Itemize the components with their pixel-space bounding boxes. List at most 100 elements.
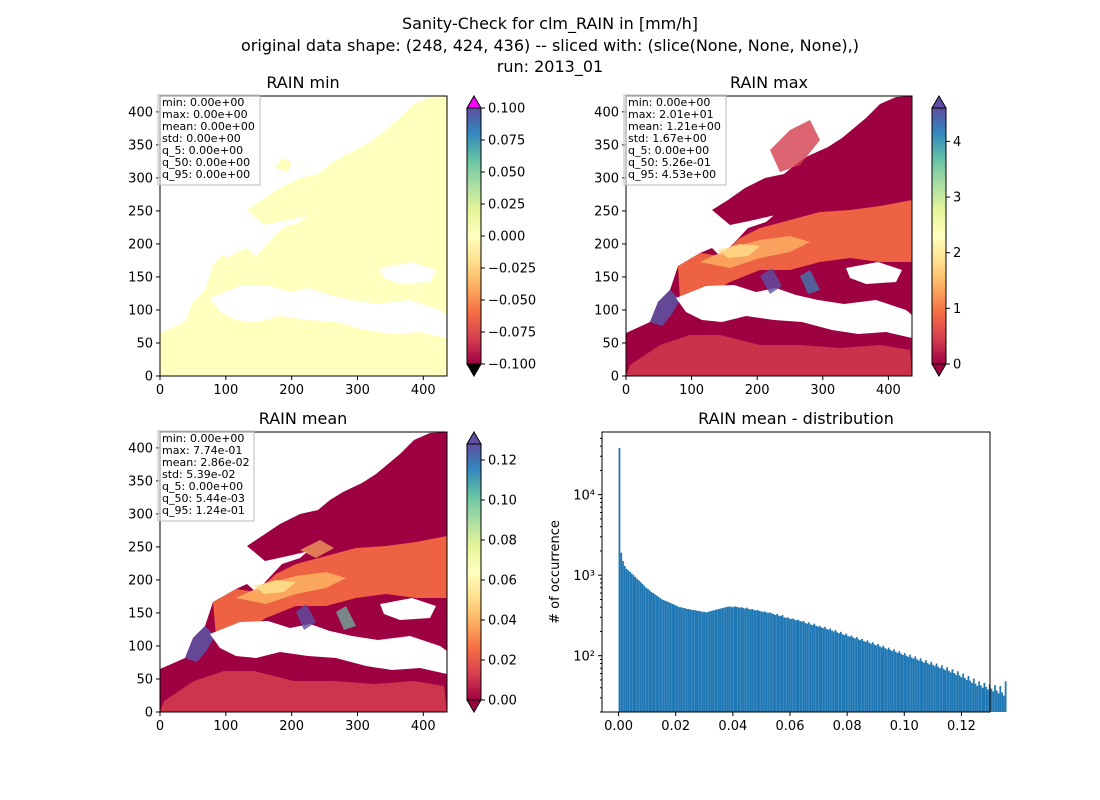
panel-rain-max: RAIN max 0 100 200 300 400 05010015020025030… [594, 73, 961, 398]
x-axis: 0 100 200 300 400 [156, 712, 436, 734]
x-tick-label: 100 [679, 383, 704, 398]
histogram-bar [937, 666, 940, 712]
histogram-bar [739, 607, 741, 712]
histogram-bar [944, 670, 947, 712]
stats-line: q_5: 0.00e+00 [162, 144, 243, 157]
y-axis: 10² 10³ 10⁴ [573, 437, 602, 713]
stats-line: q_95: 4.53e+00 [628, 168, 716, 181]
histogram-bar [724, 607, 727, 712]
histogram-bar [767, 612, 770, 712]
stats-line: min: 0.00e+00 [162, 96, 244, 109]
histogram-bar [774, 615, 777, 712]
histogram-bar [997, 693, 1000, 712]
y-tick-label: 0 [611, 370, 619, 385]
axes-frame [159, 431, 448, 713]
histogram-bar [845, 633, 848, 712]
histogram-bar [930, 661, 933, 712]
histogram-bar [942, 668, 945, 712]
histogram-bar [804, 622, 807, 712]
histogram-bar [889, 649, 892, 712]
histogram-bar [708, 611, 711, 712]
histogram-bar [815, 625, 817, 712]
histogram-bar [692, 609, 695, 712]
histogram-bar [723, 607, 725, 712]
histogram-bar [995, 690, 998, 712]
histogram-bar [900, 653, 902, 712]
histogram-bar [744, 608, 747, 712]
histogram-bar [671, 603, 674, 712]
histogram-bar [716, 609, 718, 712]
histogram-bar [795, 620, 798, 712]
histogram-bar [785, 617, 787, 712]
histogram-bar [664, 600, 667, 712]
colorbar-gradient [466, 107, 482, 365]
histogram-bar [878, 646, 881, 712]
histogram-bar [841, 634, 844, 712]
colorbar-tick-label: 0.08 [488, 534, 517, 549]
histogram-bar [669, 603, 672, 712]
histogram-bar [859, 640, 862, 712]
histogram-bar [707, 611, 709, 712]
stats-line: q_50: 5.26e-01 [628, 156, 711, 169]
histogram-bar [638, 580, 640, 712]
histogram-bar [779, 616, 782, 712]
histogram-bar [829, 628, 832, 712]
map-field [626, 96, 912, 376]
histogram-bar [682, 608, 685, 712]
histogram-bar [808, 622, 810, 712]
x-tick-label: 200 [745, 383, 770, 398]
histogram-bar [684, 608, 686, 712]
stats-line: std: 5.39e-02 [162, 468, 235, 481]
histogram-bar [880, 647, 883, 712]
y-tick-label: 200 [128, 573, 153, 588]
figure-title-line-1: Sanity-Check for clm_RAIN in [mm/h] [402, 14, 698, 34]
colorbar-tick-label: 0.00 [488, 694, 517, 709]
colorbar-tick-label: 1 [953, 302, 961, 317]
histogram-bar [813, 623, 816, 712]
histogram-bar [811, 625, 814, 712]
x-axis: 0.00 0.02 0.04 0.06 0.08 0.10 0.12 [604, 712, 976, 734]
histogram-bar [719, 608, 722, 712]
histogram-bar [854, 638, 856, 712]
panel-title: RAIN mean [259, 409, 348, 428]
panel-rain-mean: RAIN mean 0 100 200 300 400 0 50 100 150 200 250 3… [128, 409, 517, 734]
histogram-bar [666, 601, 669, 712]
y-tick-label: 150 [594, 270, 619, 285]
histogram-bar [701, 611, 704, 712]
histogram-bar [629, 571, 631, 712]
y-tick-label: 10³ [573, 569, 595, 584]
histogram-bar [972, 678, 975, 712]
histogram-bar [875, 645, 878, 712]
x-tick-label: 0 [156, 383, 164, 398]
stats-line: std: 0.00e+00 [162, 132, 241, 145]
histogram-bar [925, 660, 927, 712]
histogram-bar [887, 647, 890, 712]
histogram-bar [740, 607, 743, 712]
histogram-bar [940, 665, 943, 712]
histogram-bar [747, 609, 750, 712]
axes-frame [159, 95, 448, 377]
histogram-bar [932, 664, 934, 712]
histogram-bar [960, 677, 963, 712]
stats-box-frame [623, 94, 727, 186]
histogram-bar [756, 609, 759, 712]
histogram-bar [643, 585, 646, 712]
histogram-bar [962, 673, 964, 712]
y-tick-label: 300 [594, 171, 619, 186]
histogram-bar [806, 623, 809, 712]
histogram-bar [852, 637, 855, 712]
histogram-bar [675, 605, 678, 712]
histogram-bar [909, 654, 911, 712]
x-tick-label: 400 [411, 719, 436, 734]
colorbar-tick-label: 0.06 [488, 574, 517, 589]
histogram-bar [742, 608, 745, 712]
colorbar-extend-top [931, 95, 947, 109]
histogram-bar [1004, 681, 1007, 712]
histogram-bar [765, 612, 768, 712]
histogram-bar [717, 609, 720, 712]
histogram-bar [657, 596, 660, 712]
panel-title: RAIN max [730, 73, 808, 92]
histogram-bar [650, 591, 653, 712]
histogram-bar [793, 619, 796, 712]
